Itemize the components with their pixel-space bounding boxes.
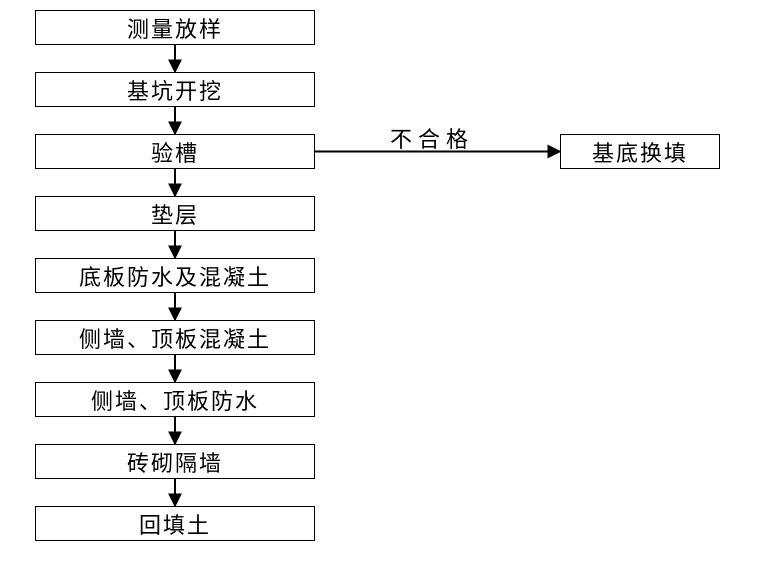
node-n2: 基坑开挖	[35, 72, 315, 107]
node-n5: 底板防水及混凝土	[35, 258, 315, 293]
node-n8: 砖砌隔墙	[35, 444, 315, 479]
node-n1: 测量放样	[35, 10, 315, 45]
edge-label-unqualified: 不合格	[390, 122, 474, 154]
node-n3: 验槽	[35, 134, 315, 169]
node-n6: 侧墙、顶板混凝土	[35, 320, 315, 355]
node-n9: 回填土	[35, 506, 315, 541]
node-n7: 侧墙、顶板防水	[35, 382, 315, 417]
node-n4: 垫层	[35, 196, 315, 231]
flowchart-canvas: 测量放样基坑开挖验槽垫层底板防水及混凝土侧墙、顶板混凝土侧墙、顶板防水砖砌隔墙回…	[0, 0, 760, 570]
node-n10: 基底换填	[560, 134, 720, 169]
